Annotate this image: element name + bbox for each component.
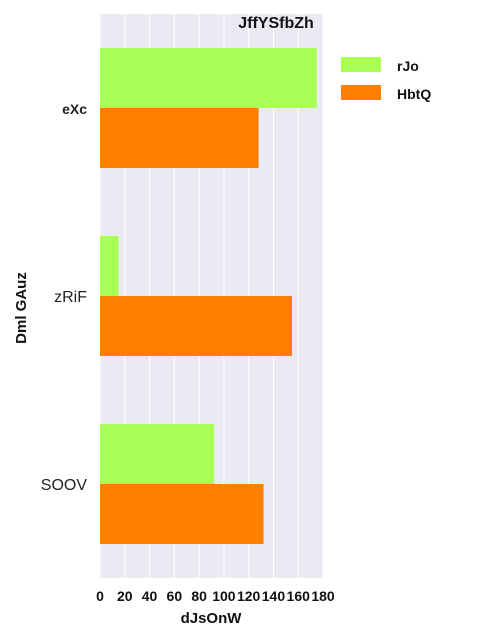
x-tick-label: 160 xyxy=(287,588,311,604)
bar-rJo-eXc xyxy=(100,48,317,108)
x-tick-label: 180 xyxy=(311,588,335,604)
legend: rJo HbtQ xyxy=(341,57,431,102)
bar-HbtQ-eXc xyxy=(100,108,259,168)
y-tick-label: zRiF xyxy=(54,289,87,306)
legend-swatch-hbtq xyxy=(341,85,381,100)
x-tick-label: 60 xyxy=(167,588,183,604)
x-axis-label: dJsOnW xyxy=(181,610,243,627)
y-axis-label: Dml GAuz xyxy=(13,272,30,344)
y-tick-labels: eXc zRiF SOOV xyxy=(41,101,88,494)
bars xyxy=(100,48,317,544)
bar-rJo-zRiF xyxy=(100,236,119,296)
x-tick-labels: 0 20 40 60 80 100 120 140 160 180 xyxy=(96,588,335,604)
x-tick-label: 100 xyxy=(212,588,236,604)
y-tick-label: SOOV xyxy=(41,477,88,494)
x-tick-label: 20 xyxy=(117,588,133,604)
y-tick-label: eXc xyxy=(62,101,87,117)
chart-title: JffYSfbZh xyxy=(238,15,314,32)
bar-HbtQ-SOOV xyxy=(100,484,264,544)
x-tick-label: 40 xyxy=(142,588,158,604)
legend-label-hbtq: HbtQ xyxy=(397,86,431,102)
legend-swatch-rjo xyxy=(341,57,381,72)
x-tick-label: 140 xyxy=(262,588,286,604)
bar-rJo-SOOV xyxy=(100,424,214,484)
bar-HbtQ-zRiF xyxy=(100,296,293,356)
legend-label-rjo: rJo xyxy=(397,58,419,74)
x-tick-label: 120 xyxy=(237,588,261,604)
x-tick-label: 0 xyxy=(96,588,104,604)
x-tick-label: 80 xyxy=(191,588,207,604)
